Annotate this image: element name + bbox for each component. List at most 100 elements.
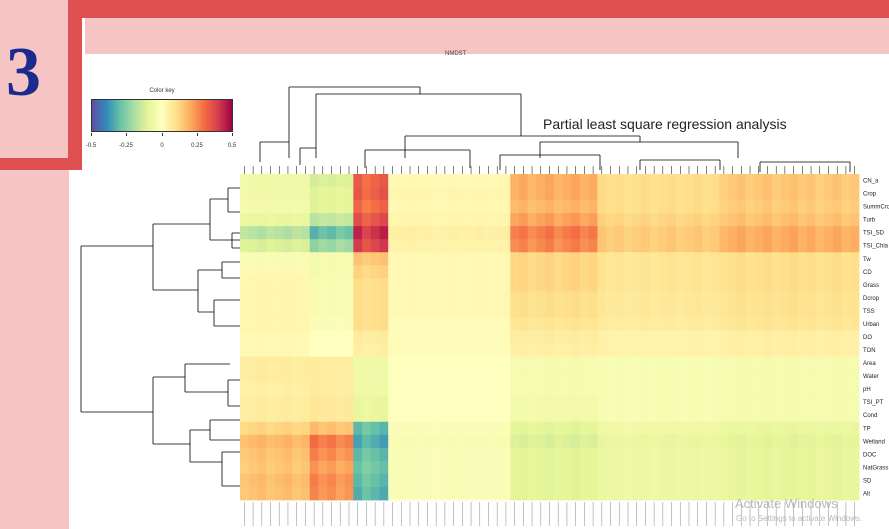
heatmap-cell [614, 447, 625, 462]
heatmap-cell [362, 473, 372, 488]
heatmap-cell [641, 369, 651, 384]
heatmap-cell [763, 278, 773, 292]
heatmap-cell [824, 408, 834, 423]
heatmap-cell [702, 356, 712, 370]
heatmap-cell [580, 226, 590, 240]
heatmap-cell [431, 473, 441, 488]
heatmap-cell [780, 395, 790, 410]
heatmap-cell [763, 174, 773, 188]
heatmap-cell [484, 213, 494, 227]
heatmap-cell [580, 473, 590, 488]
heatmap-cell [728, 369, 738, 384]
heatmap-cell [396, 447, 407, 462]
heatmap-cell [405, 304, 415, 318]
heatmap-cell [344, 200, 354, 214]
heatmap-cell [248, 408, 258, 423]
heatmap-cell [518, 447, 529, 462]
heatmap-cell [789, 291, 799, 305]
heatmap-cell [789, 278, 799, 292]
color-key-tick: 0 [160, 143, 164, 149]
heatmap-cell [702, 239, 712, 253]
heatmap-cell [632, 460, 642, 475]
heatmap-cell [379, 265, 389, 279]
heatmap-cell [780, 252, 790, 266]
heatmap-cell [597, 291, 607, 305]
heatmap-cell [614, 356, 625, 370]
heatmap-cell [431, 408, 441, 423]
heatmap-cell [309, 473, 319, 488]
heatmap-cell [309, 226, 319, 240]
heatmap-cell [641, 395, 651, 410]
heatmap-cell [780, 382, 790, 397]
heatmap-cell [466, 434, 476, 449]
heatmap-cell [274, 434, 284, 449]
heatmap-cell [667, 486, 677, 501]
heatmap-cell [789, 421, 799, 436]
heatmap-cell [745, 395, 755, 410]
heatmap-cell [449, 239, 459, 253]
heatmap-cell [292, 473, 302, 488]
heatmap-cell [370, 356, 380, 370]
heatmap-cell [492, 434, 502, 449]
heatmap-cell [771, 343, 781, 357]
heatmap-cell [353, 343, 363, 357]
heatmap-cell [327, 408, 337, 423]
heatmap-cell [736, 213, 747, 227]
heatmap-cell [370, 369, 380, 384]
heatmap-row-label: Water [863, 374, 879, 380]
heatmap-cell [614, 330, 625, 344]
heatmap-cell [423, 343, 433, 357]
heatmap-cell [562, 421, 572, 436]
heatmap-cell [588, 447, 598, 462]
heatmap-cell [335, 187, 346, 201]
heatmap-cell [518, 343, 529, 357]
heatmap-cell [301, 200, 311, 214]
heatmap-cell [545, 278, 555, 292]
heatmap-cell [702, 369, 712, 384]
heatmap-cell [641, 356, 651, 370]
heatmap-cell [370, 460, 380, 475]
heatmap-cell [292, 304, 302, 318]
heatmap-cell [710, 447, 720, 462]
heatmap-cell [527, 395, 537, 410]
heatmap-cell [344, 408, 354, 423]
heatmap-cell [632, 447, 642, 462]
heatmap-cell [362, 317, 372, 331]
heatmap-cell [797, 252, 808, 266]
heatmap-cell [597, 330, 607, 344]
heatmap-cell [457, 200, 468, 214]
heatmap-cell [457, 330, 468, 344]
heatmap-cell [728, 473, 738, 488]
heatmap-cell [850, 252, 860, 266]
heatmap-cell [518, 382, 529, 397]
heatmap-cell [632, 369, 642, 384]
heatmap-cell [588, 174, 598, 188]
heatmap-cell [649, 278, 659, 292]
heatmap-cell [850, 434, 860, 449]
heatmap-cell [797, 447, 808, 462]
heatmap-cell [379, 369, 389, 384]
heatmap-cell [274, 369, 284, 384]
heatmap-cell [344, 460, 354, 475]
heatmap-cell [318, 369, 328, 384]
heatmap-cell [710, 473, 720, 488]
heatmap-cell [675, 317, 686, 331]
heatmap-cell [501, 421, 511, 436]
heatmap-cell [388, 473, 398, 488]
heatmap-cell [736, 421, 747, 436]
heatmap-cell [440, 369, 450, 384]
heatmap-cell [248, 304, 258, 318]
heatmap-row-label: DO [863, 335, 872, 341]
heatmap-cell [684, 395, 694, 410]
heatmap-cell [789, 460, 799, 475]
heatmap-cell [440, 213, 450, 227]
heatmap-cell [475, 434, 485, 449]
heatmap-cell [283, 291, 293, 305]
heatmap-cell [370, 317, 380, 331]
heatmap-cell [536, 291, 546, 305]
heatmap-cell [545, 460, 555, 475]
heatmap-cell [684, 434, 694, 449]
heatmap-cell [580, 187, 590, 201]
heatmap-cell [292, 343, 302, 357]
heatmap-cell [710, 213, 720, 227]
